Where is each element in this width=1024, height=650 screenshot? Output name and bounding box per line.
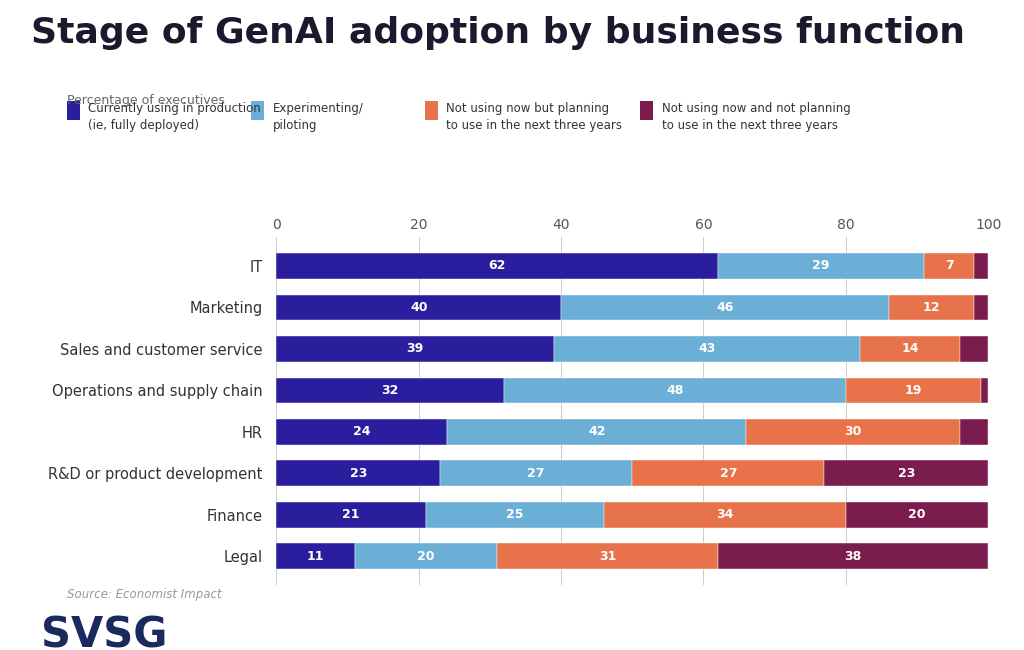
Text: Experimenting/
piloting: Experimenting/ piloting [272,102,364,132]
Text: 31: 31 [599,550,616,563]
Bar [889,294,974,320]
Text: 48: 48 [667,384,684,397]
Bar [924,253,974,279]
Bar [426,502,604,528]
Text: 30: 30 [844,425,861,438]
Text: 29: 29 [812,259,829,272]
Bar [718,543,988,569]
Bar [354,543,497,569]
Text: 38: 38 [845,550,861,563]
Text: SVSG: SVSG [41,614,168,650]
Bar [860,336,959,362]
Bar [276,419,447,445]
Bar [746,419,959,445]
Text: 7: 7 [945,259,953,272]
Text: 11: 11 [307,550,325,563]
Bar [981,378,988,403]
Bar [440,460,632,486]
Bar [824,460,988,486]
Bar [718,253,924,279]
Text: 25: 25 [506,508,523,521]
Bar [276,502,426,528]
Text: Source: Economist Impact: Source: Economist Impact [67,588,221,601]
Bar [497,543,718,569]
Bar [276,543,354,569]
Bar [276,336,554,362]
Bar [959,419,988,445]
Text: 27: 27 [527,467,545,480]
Text: 14: 14 [901,343,919,356]
Bar [846,502,988,528]
Text: Stage of GenAI adoption by business function: Stage of GenAI adoption by business func… [31,16,965,50]
Text: 24: 24 [353,425,371,438]
Text: 34: 34 [716,508,733,521]
Bar [974,253,988,279]
Bar [974,294,988,320]
Text: 46: 46 [716,301,733,314]
Text: 42: 42 [588,425,605,438]
Text: 19: 19 [905,384,923,397]
Text: Not using now but planning
to use in the next three years: Not using now but planning to use in the… [446,102,623,132]
Text: 40: 40 [410,301,428,314]
Bar [276,378,504,403]
Text: Currently using in production
(ie, fully deployed): Currently using in production (ie, fully… [88,102,261,132]
Text: 23: 23 [898,467,915,480]
Text: 39: 39 [407,343,424,356]
Text: 32: 32 [382,384,399,397]
Text: Not using now and not planning
to use in the next three years: Not using now and not planning to use in… [662,102,850,132]
Text: 12: 12 [923,301,940,314]
Bar [604,502,846,528]
Text: 27: 27 [720,467,737,480]
Bar [632,460,824,486]
Bar [276,294,561,320]
Bar [554,336,860,362]
Bar [846,378,981,403]
Text: 20: 20 [908,508,926,521]
Bar [959,336,988,362]
Text: 23: 23 [349,467,367,480]
Text: 21: 21 [342,508,360,521]
Text: Percentage of executives: Percentage of executives [67,94,224,107]
Bar [276,460,440,486]
Bar [447,419,746,445]
Text: 43: 43 [698,343,716,356]
Bar [561,294,889,320]
Text: 20: 20 [417,550,434,563]
Bar [276,253,718,279]
Text: 62: 62 [488,259,506,272]
Bar [504,378,846,403]
